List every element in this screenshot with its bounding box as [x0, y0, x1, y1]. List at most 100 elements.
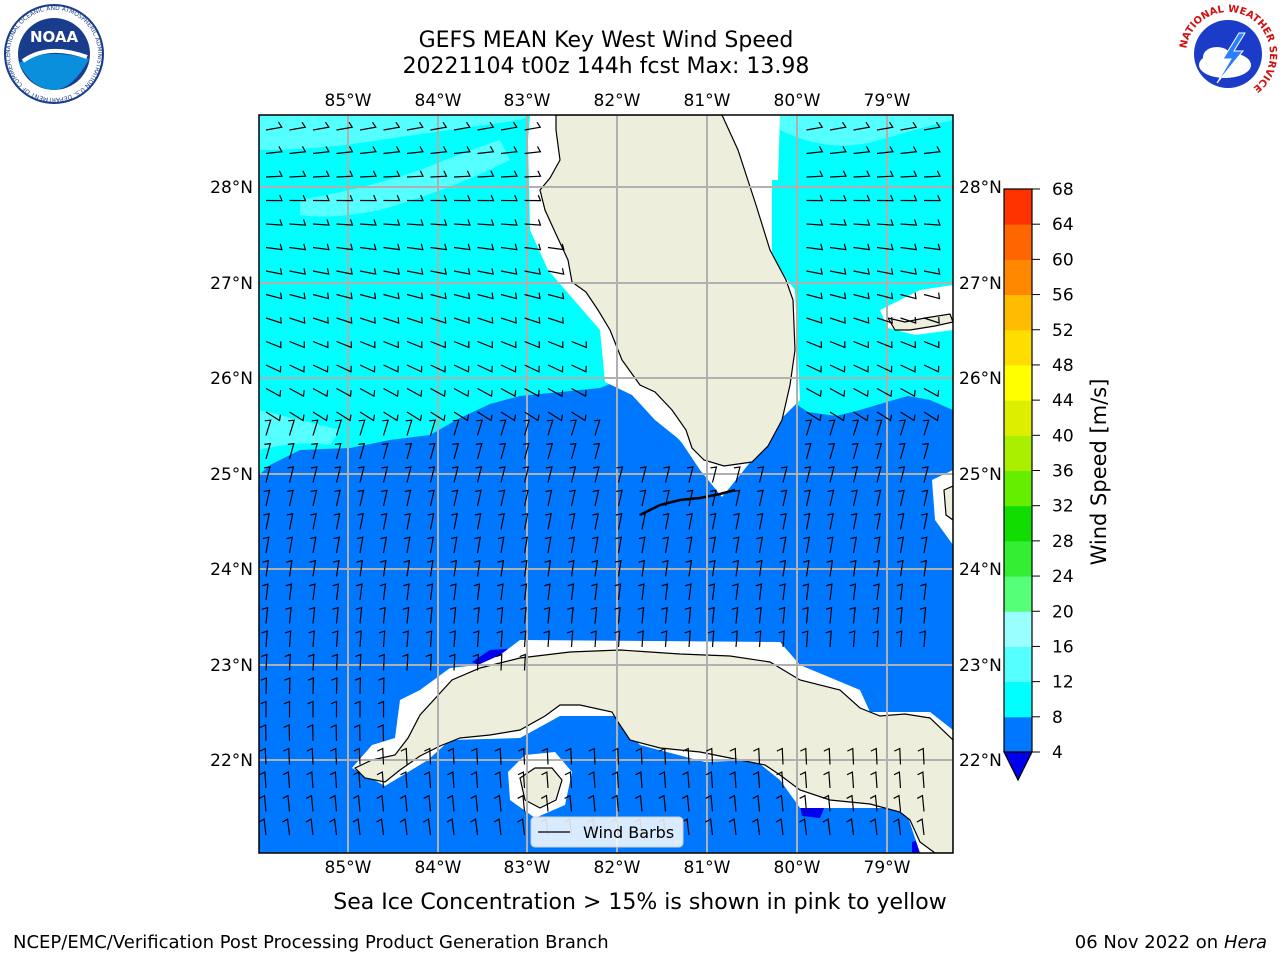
wind-barb: [547, 243, 565, 251]
wind-barb: [500, 268, 518, 275]
wind-barb: [822, 818, 831, 836]
lon-label-bottom: 82°W: [594, 858, 641, 878]
wind-barb: [806, 243, 824, 251]
wind-barb: [900, 194, 918, 202]
wind-barb: [334, 466, 342, 483]
wind-barb: [287, 489, 294, 507]
wind-barb: [383, 243, 401, 251]
wind-barb: [289, 364, 305, 373]
wind-barb: [261, 630, 268, 648]
wind-barb: [567, 583, 575, 601]
wind-barb: [571, 387, 587, 398]
wind-barb: [497, 559, 505, 577]
wind-barb: [568, 513, 576, 530]
wind-barb: [616, 489, 623, 507]
wind-barb: [753, 747, 761, 765]
wind-barb: [806, 364, 822, 373]
wind-barb: [383, 292, 400, 300]
chart-title: GEFS MEAN Key West Wind Speed: [418, 28, 794, 53]
wind-barb: [383, 411, 399, 422]
wind-barb: [336, 194, 354, 202]
wind-barb: [524, 411, 540, 422]
wind-barb: [286, 536, 294, 554]
wind-barb: [893, 771, 902, 789]
wind-barb: [289, 170, 307, 178]
wind-barb: [260, 653, 268, 671]
wind-barb: [520, 606, 527, 624]
colorbar-tick-label: 56: [1052, 286, 1074, 306]
wind-barb: [848, 630, 856, 648]
lon-label-top: 83°W: [504, 91, 551, 111]
wind-barb: [453, 121, 471, 131]
wind-barb: [406, 340, 423, 349]
wind-barb: [403, 536, 411, 554]
wind-barb: [307, 653, 315, 671]
wind-barb: [544, 559, 552, 577]
wind-barb: [376, 794, 385, 812]
wind-barb: [851, 489, 858, 507]
wind-barb: [470, 771, 479, 789]
wind-barb: [541, 747, 549, 765]
wind-barb: [453, 170, 471, 178]
wind-barb: [757, 489, 764, 507]
wind-barb: [923, 411, 940, 422]
wind-barb: [306, 724, 314, 742]
wind-barb: [426, 559, 434, 577]
wind-barb: [827, 489, 835, 507]
bahamas-andros: [943, 485, 953, 521]
colorbar-segment: [1004, 364, 1032, 401]
wind-barb: [498, 513, 505, 530]
wind-barb: [453, 268, 471, 275]
wind-barb: [430, 170, 448, 178]
wind-barb: [876, 411, 893, 422]
wind-barb: [477, 364, 493, 373]
wind-barb: [381, 489, 388, 507]
wind-barb: [477, 411, 493, 422]
wind-barb: [829, 121, 847, 131]
wind-barb: [517, 818, 526, 836]
wind-barb: [853, 340, 869, 349]
wind-barb: [311, 419, 319, 436]
wind-barb: [731, 606, 739, 624]
wind-barb: [682, 747, 690, 765]
wind-barb: [566, 630, 574, 648]
wind-barb: [846, 818, 855, 836]
wind-barb: [521, 513, 529, 530]
wind-barb: [638, 583, 645, 601]
wind-barb: [306, 747, 314, 765]
wind-barb: [383, 364, 399, 373]
wind-barb: [659, 747, 667, 765]
wind-barb: [806, 219, 824, 226]
wind-barb: [430, 268, 447, 275]
wind-barb: [919, 606, 927, 624]
wind-barb: [354, 677, 362, 695]
lon-label-bottom: 79°W: [864, 858, 911, 878]
wind-barb: [329, 818, 338, 836]
wind-barb: [869, 818, 878, 836]
wind-barb: [829, 340, 846, 349]
wind-barb: [806, 170, 824, 178]
wind-barb: [876, 121, 894, 131]
wind-barb: [615, 536, 623, 554]
wind-barb: [477, 194, 495, 202]
wind-barb: [265, 146, 283, 155]
wind-barb: [661, 606, 668, 624]
wind-barb: [917, 771, 925, 789]
wind-barb: [752, 818, 761, 836]
wind-barb: [406, 268, 424, 275]
wind-barb: [427, 536, 435, 554]
wind-barb: [500, 292, 518, 300]
wind-barb: [399, 794, 408, 812]
wind-barb: [423, 794, 432, 812]
lon-label-bottom: 83°W: [504, 858, 551, 878]
wind-barb: [567, 606, 574, 624]
footer-credit: NCEP/EMC/Verification Post Processing Pr…: [13, 932, 609, 953]
wind-barb: [331, 630, 339, 648]
wind-barb: [829, 364, 846, 373]
wind-barb: [383, 194, 401, 202]
wind-barb: [359, 219, 377, 226]
wind-barb: [755, 559, 763, 577]
wind-barb: [803, 513, 811, 530]
wind-barb: [923, 292, 941, 300]
wind-barb: [873, 559, 881, 577]
